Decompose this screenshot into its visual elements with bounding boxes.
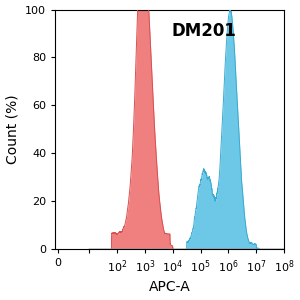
Text: DM201: DM201	[172, 22, 236, 40]
X-axis label: APC-A: APC-A	[149, 280, 190, 294]
Y-axis label: Count (%): Count (%)	[6, 94, 20, 164]
